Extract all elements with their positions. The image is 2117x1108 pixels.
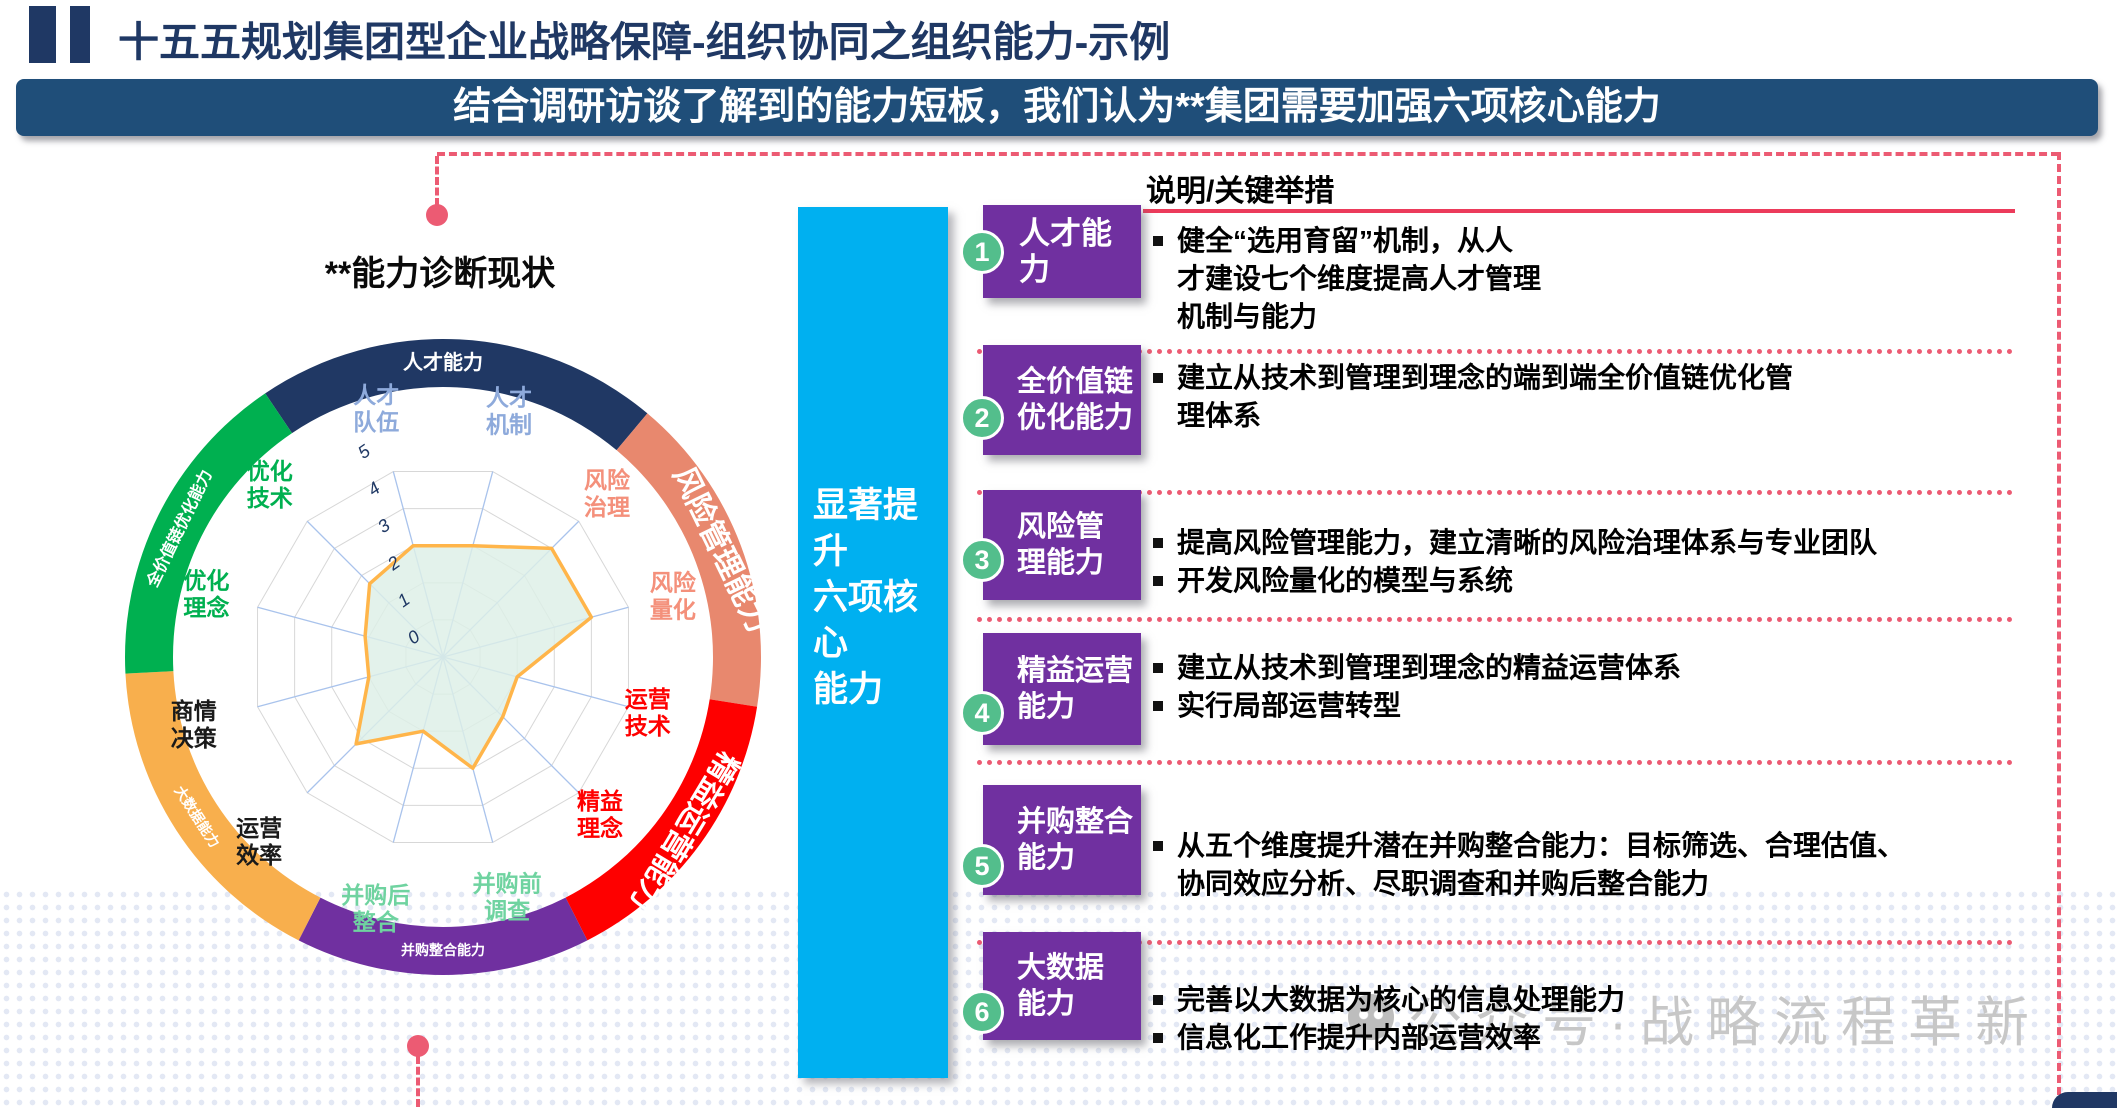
capability-box-lean-ops: 精益运营 能力 xyxy=(983,633,1141,745)
radar-axis-label: 运营效率 xyxy=(236,815,282,868)
bullet-item: 从五个维度提升潜在并购整合能力：目标筛选、合理估值、 协同效应分析、尽职调查和并… xyxy=(1153,827,2033,903)
radar-axis-label: 并购前调查 xyxy=(473,871,542,924)
radar-chart-title: **能力诊断现状 xyxy=(324,255,556,293)
panel-header-underline xyxy=(1143,209,2015,213)
bullet-list-big-data: 完善以大数据为核心的信息处理能力 信息化工作提升内部运营效率 xyxy=(1153,981,2033,1057)
radar-axis-label: 商情决策 xyxy=(171,698,218,751)
bullet-square-icon xyxy=(1153,538,1163,548)
radar-tick-label: 4 xyxy=(364,478,384,500)
number-badge-4: 4 xyxy=(960,691,1004,735)
capability-radar-chart: 012345人才机制风险治理风险量化运营技术精益理念并购前调查并购后整合运营效率… xyxy=(125,339,776,976)
number-badge-2: 2 xyxy=(960,396,1004,440)
leader-dot-top xyxy=(426,204,448,226)
bullet-item: 开发风险量化的模型与系统 xyxy=(1153,562,2033,600)
radar-axis-label: 风险量化 xyxy=(650,569,697,622)
capability-box-risk: 风险管 理能力 xyxy=(983,490,1141,600)
radar-tick-label: 3 xyxy=(374,515,394,537)
leader-dot-bottom xyxy=(407,1035,429,1057)
bullet-square-icon xyxy=(1153,663,1163,673)
bullet-square-icon xyxy=(1153,1033,1163,1043)
radar-axis-label: 人才机制 xyxy=(486,385,532,438)
capability-box-big-data: 大数据 能力 xyxy=(983,932,1141,1040)
radar-axis-label: 精益理念 xyxy=(577,788,623,841)
radar-axis-label: 并购后整合 xyxy=(341,882,410,935)
panel-header: 说明/关键举措 xyxy=(1146,175,1335,208)
radar-axis-label: 运营技术 xyxy=(625,686,671,739)
row-separator xyxy=(977,940,2013,945)
bullet-square-icon xyxy=(1153,841,1163,851)
leader-line-top xyxy=(435,156,439,206)
radar-axis-label: 人才队伍 xyxy=(353,382,399,435)
ring-segment-label: 人才能力 xyxy=(403,350,483,374)
bullet-square-icon xyxy=(1153,576,1163,586)
bullet-item: 建立从技术到管理到理念的精益运营体系 xyxy=(1153,649,2033,687)
corner-decor-shape xyxy=(2052,1092,2117,1108)
ring-segment xyxy=(265,339,648,451)
radar-axis-label: 优化理念 xyxy=(183,568,229,621)
title-decor-square-1 xyxy=(29,6,56,63)
capability-box-label: 全价值链 优化能力 xyxy=(1017,366,1134,434)
row-separator xyxy=(977,760,2013,765)
title-decor-square-2 xyxy=(70,6,90,63)
capability-box-label: 精益运营 能力 xyxy=(1017,655,1134,723)
bullet-square-icon xyxy=(1153,995,1163,1005)
bullet-item: 实行局部运营转型 xyxy=(1153,687,2033,725)
capability-box-label: 风险管 理能力 xyxy=(1017,511,1105,579)
capability-box-label: 大数据 能力 xyxy=(1017,952,1105,1020)
dashed-frame-right xyxy=(2057,152,2061,1107)
number-badge-5: 5 xyxy=(960,844,1004,888)
row-separator xyxy=(977,617,2013,622)
bullet-square-icon xyxy=(1153,236,1163,246)
radar-data-polygon xyxy=(354,543,594,771)
ring-segment xyxy=(616,413,761,707)
capability-box-label: 人才能力 xyxy=(1019,215,1112,287)
capability-box-talent: 人才能力 xyxy=(983,205,1141,298)
ring-segment xyxy=(125,671,321,941)
number-badge-1: 1 xyxy=(960,230,1004,274)
row-separator xyxy=(977,349,2013,354)
bullet-item: 完善以大数据为核心的信息处理能力 xyxy=(1153,981,2033,1019)
ring-segment-label: 精益运营能力 xyxy=(623,746,744,917)
radar-axis-label: 风险治理 xyxy=(584,467,631,520)
core-capabilities-bar-label: 显著提升 六项核心 能力 xyxy=(813,486,919,709)
dashed-frame-top xyxy=(437,152,2059,156)
bullet-list-mna: 从五个维度提升潜在并购整合能力：目标筛选、合理估值、 协同效应分析、尽职调查和并… xyxy=(1153,827,2033,903)
bullet-item: 信息化工作提升内部运营效率 xyxy=(1153,1019,2033,1057)
watermark-text: 公众号·战略流程革新 xyxy=(1408,993,2042,1053)
bullet-list-value-chain: 建立从技术到管理到理念的端到端全价值链优化管 理体系 xyxy=(1153,359,2033,435)
ring-segment-label: 并购整合能力 xyxy=(401,942,485,958)
bullet-square-icon xyxy=(1153,373,1163,383)
slide-title: 十五五规划集团型企业战略保障-组织协同之组织能力-示例 xyxy=(118,19,1171,65)
bullet-item: 提高风险管理能力，建立清晰的风险治理体系与专业团队 xyxy=(1153,524,2033,562)
number-badge-3: 3 xyxy=(960,538,1004,582)
bullet-item: 健全“选用育留”机制，从人 才建设七个维度提高人才管理 机制与能力 xyxy=(1153,222,2033,336)
core-capabilities-bar: 显著提升 六项核心 能力 xyxy=(798,207,948,1078)
banner-headline: 结合调研访谈了解到的能力短板，我们认为**集团需要加强六项核心能力 xyxy=(16,79,2098,136)
ring-segment xyxy=(125,393,293,674)
bullet-list-risk: 提高风险管理能力，建立清晰的风险治理体系与专业团队 开发风险量化的模型与系统 xyxy=(1153,524,2033,600)
ring-segment xyxy=(565,699,758,941)
capability-box-label: 并购整合 能力 xyxy=(1017,806,1134,874)
bullet-list-talent: 健全“选用育留”机制，从人 才建设七个维度提高人才管理 机制与能力 xyxy=(1153,222,2033,336)
watermark-logo-icon xyxy=(1348,994,1394,1040)
radar-axis-label: 优化技术 xyxy=(247,458,293,511)
number-badge-6: 6 xyxy=(960,990,1004,1034)
bullet-item: 建立从技术到管理到理念的端到端全价值链优化管 理体系 xyxy=(1153,359,2033,435)
ring-segment xyxy=(298,897,588,976)
capability-box-value-chain: 全价值链 优化能力 xyxy=(983,345,1141,455)
radar-tick-label: 5 xyxy=(354,440,374,463)
bullet-list-lean-ops: 建立从技术到管理到理念的精益运营体系 实行局部运营转型 xyxy=(1153,649,2033,725)
bullet-square-icon xyxy=(1153,701,1163,711)
row-separator xyxy=(977,490,2013,495)
leader-line-bottom xyxy=(416,1056,420,1107)
capability-box-mna: 并购整合 能力 xyxy=(983,785,1141,895)
